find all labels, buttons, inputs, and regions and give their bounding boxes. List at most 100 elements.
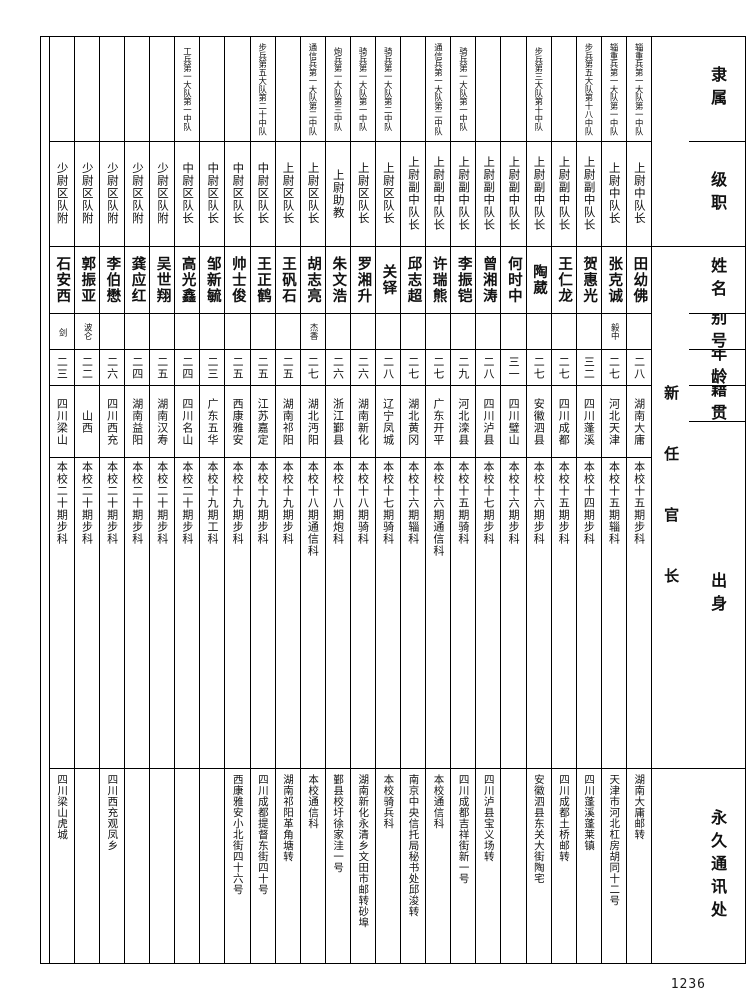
record-affiliation: 辎重兵第一大队第一中队 bbox=[601, 37, 626, 142]
record-address: 四川成都吉祥街新一号 bbox=[451, 769, 475, 963]
record-origin-text: 湖南益阳 bbox=[130, 397, 144, 446]
record-age: 二九 bbox=[451, 350, 476, 387]
record-origin: 河北天津 bbox=[601, 386, 626, 459]
record-affiliation-text: 炮兵第一大队第三中队 bbox=[333, 46, 344, 131]
record-age: 二五 bbox=[225, 350, 250, 387]
record-address-text: 西康雅安小北街四十六号 bbox=[231, 774, 244, 896]
table-row[interactable]: 步兵第三大队第十中队 上尉副中队长 陶葳 二七 安徽泗县 本校十六期步科 安徽泗县东关大街陶… bbox=[525, 37, 551, 963]
table-row[interactable]: 辎重兵第一大队第一中队 上尉中队长 田幼佛 二八 湖南大庸 本校十五期步科 湖南大庸邮转 bbox=[625, 37, 651, 963]
table-row[interactable]: 步兵第五大队第二十中队 中尉区队长 王正鹤 二五 江苏嘉定 本校十九期步科 四川成都提督东街… bbox=[249, 37, 275, 963]
table-row[interactable]: 工兵第一大队第一中队 中尉区队长 高光鑫 二四 四川名山 本校二十期步科 bbox=[174, 37, 200, 963]
record-affiliation: 炮兵第一大队第三中队 bbox=[325, 37, 350, 142]
record-address-text: 湖南新化永清乡文田市邮转砂埠 bbox=[357, 774, 370, 929]
record-education: 本校二十期步科 bbox=[49, 458, 74, 770]
record-education: 本校十五期步科 bbox=[626, 458, 651, 770]
table-row[interactable]: 上尉副中队长 曾湘涛 二八 四川泸县 本校十七期步科 四川泸县宝义场转 bbox=[475, 37, 501, 963]
record-alias: 波仑 bbox=[74, 314, 99, 351]
table-row[interactable]: 上尉副中队长 何时中 三一 四川璧山 本校十六期步科 bbox=[500, 37, 526, 963]
record-age: 二四 bbox=[175, 350, 200, 387]
record-rank-post-text: 上尉助教 bbox=[331, 168, 346, 219]
record-name-text: 许瑞熊 bbox=[430, 255, 447, 304]
record-name: 邹新毓 bbox=[200, 247, 225, 315]
table-row[interactable]: 炮兵第一大队第三中队 上尉助教 朱文浩 二六 浙江鄞县 本校十八期炮科 鄞县校圩徐家洼一号 bbox=[324, 37, 350, 963]
record-name-text: 王正鹤 bbox=[254, 255, 271, 304]
record-address: 天津市河北杠房胡同十二号 bbox=[602, 769, 626, 963]
record-alias bbox=[501, 314, 526, 351]
record-name-text: 田幼佛 bbox=[631, 255, 648, 304]
table-row[interactable]: 少尉区队附 李伯懋 二六 四川西充 本校二十期步科 四川西充观凤乡 bbox=[98, 37, 125, 963]
record-origin-text: 浙江鄞县 bbox=[331, 397, 345, 446]
record-alias bbox=[526, 314, 551, 351]
record-affiliation: 通信兵第一大队第二中队 bbox=[300, 37, 325, 142]
record-education-text: 本校十四期步科 bbox=[582, 461, 596, 546]
table-row[interactable]: 上尉副中队长 邱志超 二七 湖北黄冈 本校十六期辎科 南京中央信托局秘书处邱浚转 bbox=[400, 37, 426, 963]
record-address bbox=[125, 769, 149, 963]
table-row[interactable]: 少尉区队附 郭振亚 波仑 二二 山西 本校二十期步科 bbox=[73, 37, 99, 963]
table-row[interactable]: 少尉区队附 吴世翔 二五 湖南汉寿 本校二十期步科 bbox=[149, 37, 175, 963]
record-address: 四川泸县宝义场转 bbox=[476, 769, 500, 963]
table-row[interactable]: 中尉区队长 邹新毓 二三 广东五华 本校十九期工科 bbox=[199, 37, 225, 963]
record-name-text: 曾湘涛 bbox=[480, 255, 497, 304]
record-name: 李振铠 bbox=[451, 247, 476, 315]
record-rank-post: 上尉副中队长 bbox=[526, 142, 551, 247]
record-rank-post: 上尉区队长 bbox=[375, 142, 401, 247]
record-origin: 四川蓬溪 bbox=[576, 386, 601, 459]
record-rank-post: 少尉区队附 bbox=[125, 142, 150, 247]
table-row[interactable]: 上尉副中队长 王仁龙 二七 四川成都 本校十五期步科 四川成都土桥邮转 bbox=[550, 37, 576, 963]
table-row[interactable]: 骑兵第一大队第一中队 上尉区队长 罗湘升 二六 湖南新化 本校十八期骑科 湖南新化永清乡文田… bbox=[349, 37, 375, 963]
record-address: 本校通信科 bbox=[301, 769, 325, 963]
table-row[interactable]: 通信兵第一大队第二中队 上尉区队长 胡志亮 杰香 二七 湖北沔阳 本校十八期通信科 本校通信科 bbox=[299, 37, 325, 963]
record-rank-post: 中尉区队长 bbox=[175, 142, 200, 247]
table-row[interactable]: 步兵第五大队第十八中队 上尉副中队长 贺惠光 三二 四川蓬溪 本校十四期步科 四川蓬溪蓬莱镇 bbox=[575, 37, 601, 963]
record-rank-post-text: 上尉副中队长 bbox=[582, 156, 597, 232]
record-rank-post-text: 上尉区队长 bbox=[281, 162, 296, 225]
table-row[interactable]: 上尉区队长 王矾石 二五 湖南祁阳 本校十九期步科 湖南祁阳革角塘转 bbox=[274, 37, 300, 963]
record-origin: 四川名山 bbox=[175, 386, 200, 459]
record-name: 罗湘升 bbox=[350, 247, 375, 315]
record-name: 田幼佛 bbox=[626, 247, 651, 315]
record-alias bbox=[250, 314, 275, 351]
record-origin: 湖南新化 bbox=[350, 386, 375, 459]
record-origin: 山西 bbox=[74, 386, 99, 459]
table-row[interactable]: 骑兵第一大队第二中队 上尉区队长 关铎 二八 辽宁凤城 本校十七期骑科 本校骑兵科 bbox=[374, 37, 401, 963]
record-name: 吴世翔 bbox=[150, 247, 175, 315]
record-rank-post-text: 中尉区队长 bbox=[206, 162, 221, 225]
record-origin: 河北滦县 bbox=[451, 386, 476, 459]
table-row[interactable]: 少尉区队附 龚应红 二四 湖南益阳 本校二十期步科 bbox=[124, 37, 150, 963]
table-row[interactable]: 骑兵第一大队第一中队 上尉副中队长 李振铠 二九 河北滦县 本校十五期骑科 四川成都吉祥街新… bbox=[450, 37, 476, 963]
record-education-text: 本校十六期通信科 bbox=[431, 461, 445, 558]
record-affiliation: 骑兵第一大队第二中队 bbox=[375, 37, 401, 142]
record-rank-post: 上尉副中队长 bbox=[551, 142, 576, 247]
record-address bbox=[175, 769, 199, 963]
table-row[interactable]: 少尉区队附 石安西剑二三 四川梁山 本校二十期步科 四川梁山虎城 bbox=[48, 37, 74, 963]
header-address: 永久通讯处 bbox=[689, 769, 745, 963]
table-row[interactable]: 通信兵第一大队第二中队 上尉副中队长 许瑞熊 二七 广东开平 本校十六期通信科 本校通信科 bbox=[425, 37, 451, 963]
section-label-spacer-bottom bbox=[652, 769, 689, 963]
table-row[interactable]: 中尉区队长 帅士俊 二五 西康雅安 本校十九期步科 西康雅安小北街四十六号 bbox=[224, 37, 250, 963]
record-address: 鄞县校圩徐家洼一号 bbox=[326, 769, 350, 963]
record-affiliation: 步兵第三大队第十中队 bbox=[526, 37, 551, 142]
record-education: 本校十八期骑科 bbox=[350, 458, 375, 770]
record-address: 西康雅安小北街四十六号 bbox=[225, 769, 249, 963]
record-education-text: 本校十八期通信科 bbox=[306, 461, 320, 558]
record-affiliation bbox=[225, 37, 250, 142]
record-affiliation: 步兵第五大队第十八中队 bbox=[576, 37, 601, 142]
record-origin-text: 广东五华 bbox=[205, 397, 219, 446]
record-address-text: 天津市河北杠房胡同十二号 bbox=[608, 774, 621, 907]
record-age-text: 三一 bbox=[507, 355, 521, 380]
roster-table-frame: 隶属 级职 姓名 别号 年龄 籍贯 出身 永久通讯处 新任官长 辎重兵第一大队第一中队 上尉中队长田… bbox=[40, 36, 746, 964]
record-name: 王仁龙 bbox=[551, 247, 576, 315]
record-education: 本校十五期骑科 bbox=[451, 458, 476, 770]
record-address: 四川西充观凤乡 bbox=[100, 769, 124, 963]
record-education: 本校十七期骑科 bbox=[375, 458, 401, 770]
record-origin-text: 湖北黄冈 bbox=[406, 397, 420, 446]
record-origin: 广东五华 bbox=[200, 386, 225, 459]
section-label-column: 新任官长 bbox=[651, 37, 689, 963]
record-rank-post: 上尉副中队长 bbox=[576, 142, 601, 247]
table-row[interactable]: 辎重兵第一大队第一中队 上尉中队长 张克诚 毅中 二七 河北天津 本校十五期辎科 天津市河北杠… bbox=[600, 37, 626, 963]
record-age: 二七 bbox=[401, 350, 426, 387]
record-address: 安徽泗县东关大街陶宅 bbox=[527, 769, 551, 963]
record-rank-post-text: 上尉副中队长 bbox=[457, 156, 472, 232]
roster-table: 隶属 级职 姓名 别号 年龄 籍贯 出身 永久通讯处 新任官长 辎重兵第一大队第一中队 上尉中队长田… bbox=[41, 37, 745, 963]
column-header-labels: 隶属 级职 姓名 别号 年龄 籍贯 出身 永久通讯处 bbox=[689, 37, 745, 963]
